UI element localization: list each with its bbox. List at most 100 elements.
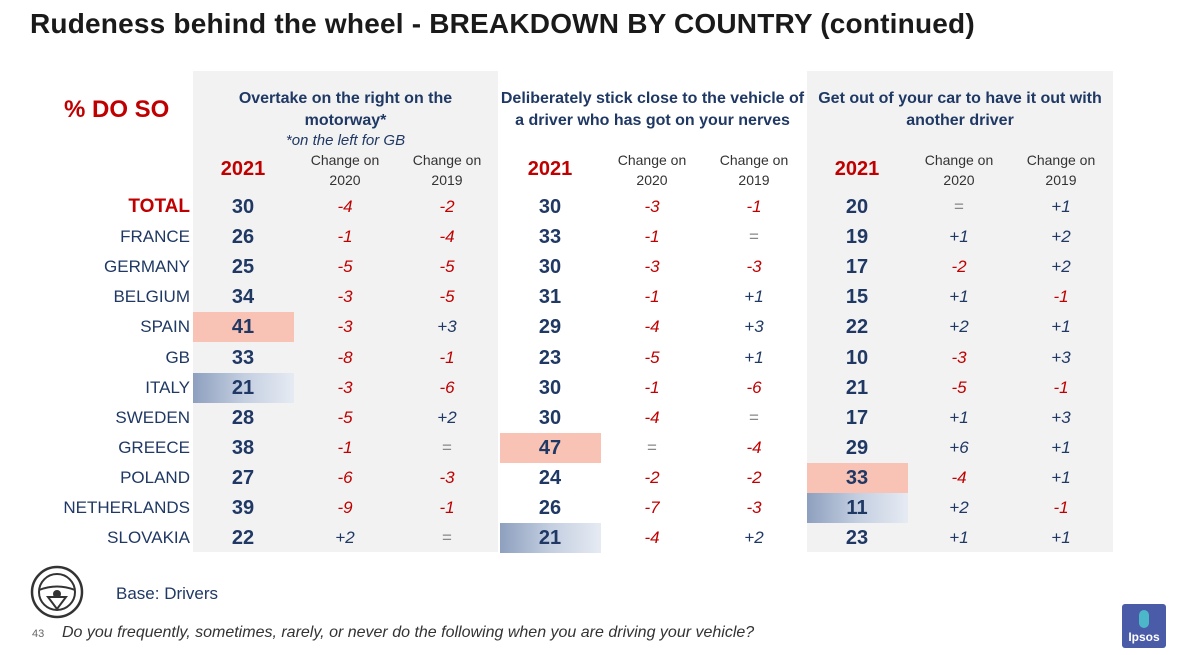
header-line: Change on [1026,152,1096,168]
row-label: GB [165,347,190,367]
change-2019: -1 [1053,498,1069,517]
group-title-text: Overtake on the right on the motorway* [238,90,453,129]
value-2021: 33 [538,226,562,249]
change-2020: +2 [335,528,355,548]
change-2019: = [442,528,452,548]
change-2019: -4 [746,437,762,457]
value-2021: 41 [231,316,255,339]
column-header-change-2019: Change on 2019 [1011,150,1111,190]
change-2019: +2 [744,528,764,548]
header-line: Change on [412,152,482,168]
header-line: Change on [310,152,380,168]
change-2019: +1 [1051,528,1071,548]
question-text: Do you frequently, sometimes, rarely, or… [62,624,755,641]
header-line: 2019 [1045,172,1077,188]
change-2019: -6 [439,377,455,397]
change-2020: -4 [644,317,660,337]
change-2020: +1 [949,407,969,427]
highlight-high-cell [807,462,908,493]
change-2019: -1 [1053,287,1069,307]
column-header-change-2019: Change on 2019 [704,150,804,190]
value-2021: 22 [231,527,255,550]
change-2019: -1 [439,498,455,517]
row-label: BELGIUM [113,287,190,307]
change-2020: -5 [951,377,967,397]
header-line: 2019 [738,172,770,188]
group-title-text: Deliberately stick close to the vehicle … [500,90,805,129]
change-2020: -1 [337,227,353,247]
value-2021: 29 [845,436,869,459]
change-2019: +1 [1051,437,1071,457]
header-line: 2020 [636,172,668,188]
page-title: Rudeness behind the wheel - BREAKDOWN BY… [30,8,975,39]
change-2019: +1 [1051,197,1071,216]
value-2021: 21 [231,376,255,399]
group-title-3: Get out of your car to have it out with … [812,88,1108,132]
value-2021: 33 [231,346,255,369]
change-2019: -3 [746,257,762,277]
change-2019: +2 [437,407,457,427]
change-2019: = [749,227,759,247]
header-line: 2019 [431,172,463,188]
change-2019: -4 [439,227,455,247]
row-label: NETHERLANDS [63,498,190,517]
change-2020: +2 [949,498,969,517]
change-2020: -1 [644,227,660,247]
row-label: SWEDEN [115,407,190,427]
change-2020: -1 [644,287,660,307]
change-2019: -1 [746,197,762,216]
change-2019: +1 [1051,467,1071,487]
row-label: FRANCE [120,227,190,247]
row-label: GREECE [118,437,190,457]
column-header-change-2020: Change on 2020 [602,150,702,190]
row-label: GERMANY [104,257,190,277]
base-note: Base: Drivers [116,584,219,603]
value-2021: 30 [538,406,562,429]
change-2019: -5 [439,257,455,277]
change-2019: -2 [439,197,455,216]
change-2019: -1 [1053,377,1069,397]
column-header-change-2020: Change on 2020 [909,150,1009,190]
change-2020: -5 [337,257,353,277]
change-2020: -2 [644,467,660,487]
change-2019: -1 [439,347,455,367]
change-2019: -3 [746,498,762,517]
change-2020: +6 [949,437,969,457]
change-2019: +1 [744,287,764,307]
value-2021: 22 [845,316,869,339]
change-2019: +3 [1051,347,1071,367]
column-header-change-2020: Change on 2020 [295,150,395,190]
value-2021: 24 [538,466,562,489]
steering-wheel-icon [30,565,84,619]
group-title-2: Deliberately stick close to the vehicle … [498,88,807,132]
value-2021: 25 [231,256,255,279]
change-2019: -6 [746,377,762,397]
highlight-high-cell [193,312,294,343]
value-2021: 10 [845,346,869,369]
value-2021: 27 [231,466,255,489]
value-2021: 17 [845,406,869,429]
value-2021: 30 [538,196,562,218]
change-2020: -8 [337,347,353,367]
value-2021: 30 [538,376,562,399]
change-2020: = [647,437,657,457]
value-2021: 30 [231,196,255,218]
highlight-low-cell [500,523,601,554]
value-2021: 47 [538,436,562,459]
change-2020: -3 [337,317,353,337]
value-2021: 26 [231,226,255,249]
value-2021: 34 [231,286,255,309]
change-2020: -5 [644,347,660,367]
value-2021: 20 [845,196,869,218]
change-2020: -1 [644,377,660,397]
value-2021: 15 [845,286,869,309]
value-2021: 31 [538,286,562,309]
value-2021: 17 [845,256,869,279]
group-title-1: Overtake on the right on the motorway* *… [213,88,478,150]
column-header-year: 2021 [220,158,266,180]
highlight-low-cell [807,493,908,523]
row-label: SLOVAKIA [107,528,190,548]
change-2020: -5 [337,407,353,427]
change-2020: -3 [644,197,660,216]
change-2020: -7 [644,498,660,517]
